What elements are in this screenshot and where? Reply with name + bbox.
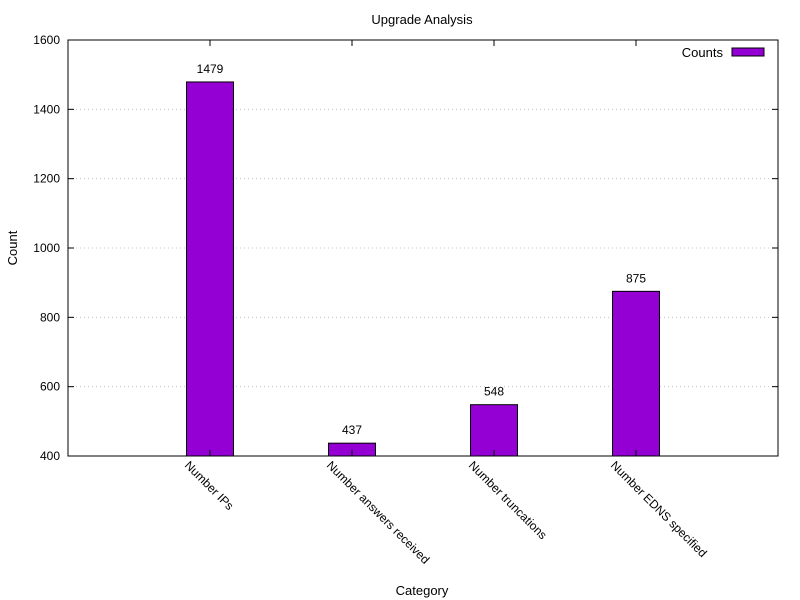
data-labels: 1479 437 548 875 [197,62,647,437]
y-tick-label: 1000 [33,241,60,255]
y-tick-label: 600 [40,380,60,394]
legend-swatch [731,47,765,57]
x-tick-label: Number EDNS specified [608,458,710,560]
x-tick-label: Number IPs [182,458,237,513]
bar [470,404,518,457]
data-label: 1479 [197,62,224,76]
x-tick-label: Number truncations [466,458,550,542]
y-tick-label: 1400 [33,102,60,116]
data-label: 875 [626,271,646,285]
y-axis-ticks: 400 600 800 1000 1200 1400 1600 [33,33,778,463]
legend: Counts [682,45,765,60]
bars [186,81,660,457]
bar [186,81,234,457]
bar [612,290,660,457]
x-tick-label: Number answers received [324,458,432,566]
y-tick-label: 1600 [33,33,60,47]
plot-frame [67,39,779,457]
gridlines [68,108,778,388]
y-tick-label: 1200 [33,172,60,186]
data-label: 548 [484,385,504,399]
legend-label: Counts [682,45,724,60]
data-label: 437 [342,423,362,437]
chart-title: Upgrade Analysis [371,12,473,27]
y-axis-label: Count [5,230,20,265]
y-tick-label: 400 [40,449,60,463]
y-tick-label: 800 [40,310,60,324]
x-axis-label: Category [396,583,449,598]
